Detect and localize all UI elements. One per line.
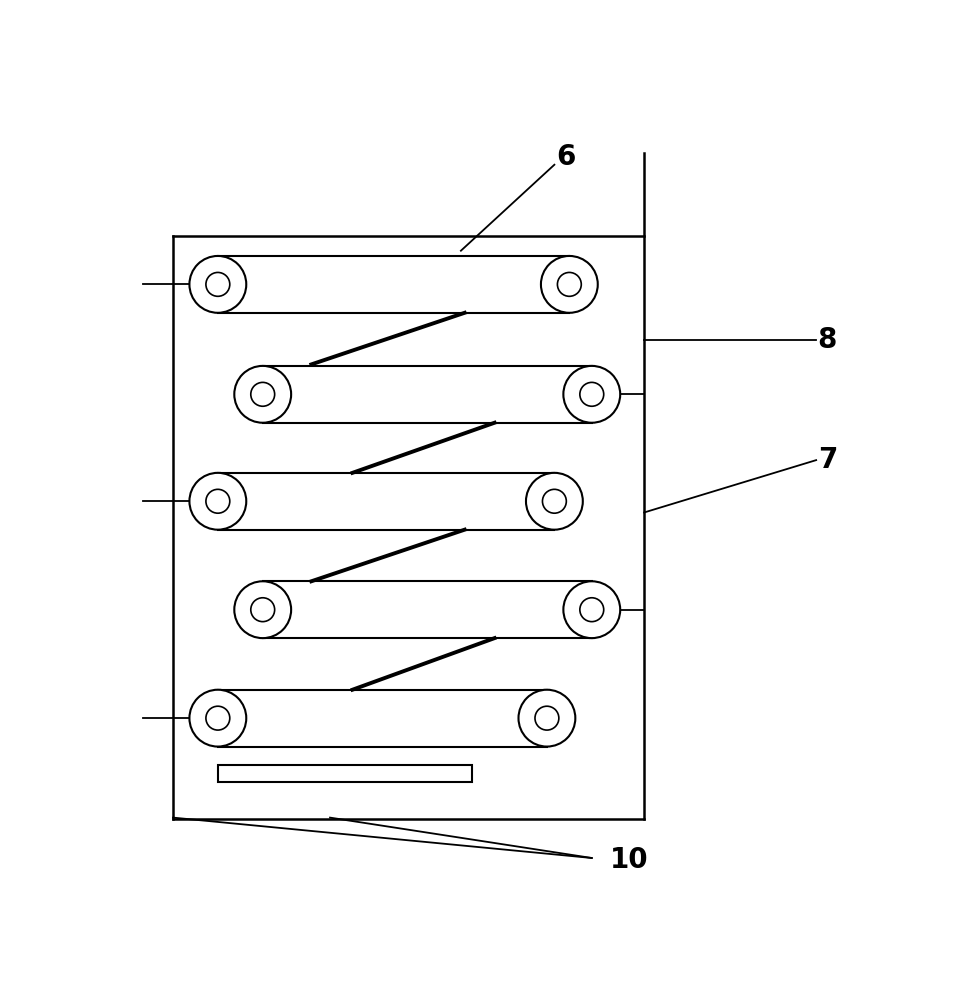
Circle shape bbox=[541, 256, 597, 313]
Circle shape bbox=[189, 690, 246, 747]
Circle shape bbox=[206, 706, 230, 730]
Circle shape bbox=[206, 489, 230, 513]
Circle shape bbox=[542, 489, 566, 513]
Bar bbox=[218, 765, 472, 782]
Circle shape bbox=[234, 581, 291, 638]
Circle shape bbox=[558, 272, 581, 296]
Circle shape bbox=[580, 382, 604, 406]
Circle shape bbox=[564, 366, 620, 423]
Circle shape bbox=[518, 690, 575, 747]
Circle shape bbox=[535, 706, 559, 730]
Circle shape bbox=[580, 598, 604, 622]
Text: 7: 7 bbox=[817, 446, 837, 474]
Circle shape bbox=[189, 256, 246, 313]
Text: 6: 6 bbox=[556, 143, 575, 171]
Circle shape bbox=[251, 598, 275, 622]
Circle shape bbox=[526, 473, 583, 530]
Circle shape bbox=[564, 581, 620, 638]
Circle shape bbox=[206, 272, 230, 296]
Circle shape bbox=[251, 382, 275, 406]
Circle shape bbox=[234, 366, 291, 423]
Circle shape bbox=[189, 473, 246, 530]
Text: 10: 10 bbox=[610, 846, 648, 874]
Text: 8: 8 bbox=[817, 326, 837, 354]
